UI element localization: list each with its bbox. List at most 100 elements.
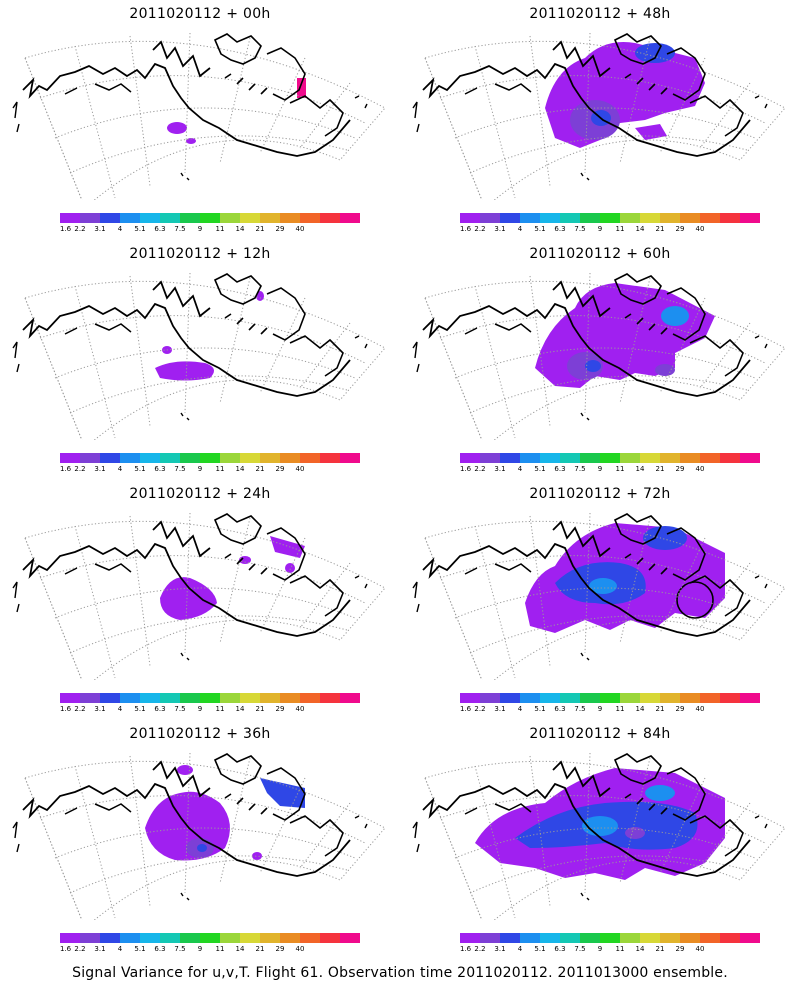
colorbar-segment xyxy=(80,693,100,703)
colorbar-segment xyxy=(320,453,340,463)
colorbar-segment xyxy=(160,693,180,703)
colorbar-segment xyxy=(560,453,580,463)
panel-title: 2011020112 + 48h xyxy=(529,6,671,22)
colorbar-label: 2.2 xyxy=(474,705,486,713)
colorbar-label: 9 xyxy=(597,945,603,953)
colorbar-segment xyxy=(680,693,700,703)
colorbar-segment xyxy=(120,693,140,703)
colorbar-segment xyxy=(540,453,560,463)
colorbar-segment xyxy=(580,693,600,703)
colorbar-label: 4 xyxy=(117,225,123,233)
colorbar-segment xyxy=(740,933,760,943)
colorbar-label: 14 xyxy=(235,225,245,233)
colorbar-label: 7.5 xyxy=(574,225,586,233)
colorbar-label: 2.2 xyxy=(474,465,486,473)
colorbar-label: 1.6 xyxy=(60,465,72,473)
colorbar-segment xyxy=(140,933,160,943)
colorbar-segment xyxy=(80,933,100,943)
colorbar-label: 21 xyxy=(655,705,665,713)
colorbar-segment xyxy=(340,453,360,463)
colorbar-label: 6.3 xyxy=(554,465,566,473)
colorbar-segment xyxy=(700,693,720,703)
colorbar-label: 3.1 xyxy=(94,465,106,473)
colorbar-segment xyxy=(300,213,320,223)
colorbar xyxy=(60,213,360,223)
colorbar-label: 2.2 xyxy=(474,945,486,953)
colorbar-segment xyxy=(480,933,500,943)
colorbar-label: 4 xyxy=(517,225,523,233)
colorbar-segment xyxy=(260,213,280,223)
colorbar-segment xyxy=(160,213,180,223)
colorbar-segment xyxy=(260,933,280,943)
colorbar-label: 2.2 xyxy=(474,225,486,233)
colorbar-label: 5.1 xyxy=(134,705,146,713)
colorbar-label: 9 xyxy=(597,705,603,713)
colorbar-label: 5.1 xyxy=(534,705,546,713)
colorbar-segment xyxy=(300,933,320,943)
colorbar-label: 7.5 xyxy=(574,945,586,953)
colorbar-segment xyxy=(180,693,200,703)
colorbar-label: 29 xyxy=(275,225,285,233)
colorbar-label: 6.3 xyxy=(554,225,566,233)
map-plot xyxy=(412,32,786,200)
colorbar-label: 40 xyxy=(695,465,705,473)
colorbar-segment xyxy=(280,693,300,703)
colorbar-label: 1.6 xyxy=(460,465,472,473)
colorbar-label: 5.1 xyxy=(134,465,146,473)
colorbar-label: 6.3 xyxy=(554,945,566,953)
colorbar-segment xyxy=(60,453,80,463)
colorbar-segment xyxy=(140,213,160,223)
colorbar-label: 14 xyxy=(635,705,645,713)
colorbar-label: 40 xyxy=(695,945,705,953)
figure-caption: Signal Variance for u,v,T. Flight 61. Ob… xyxy=(72,965,728,981)
colorbar-segment xyxy=(100,453,120,463)
colorbar-segment xyxy=(540,693,560,703)
colorbar-segment xyxy=(560,693,580,703)
colorbar-segment xyxy=(580,933,600,943)
map-plot xyxy=(12,752,386,920)
colorbar-label: 7.5 xyxy=(174,225,186,233)
colorbar-segment xyxy=(220,933,240,943)
colorbar-labels: 1.6 2.2 3.1 4 5.1 6.3 7.5 9 11 14 21 29 40 xyxy=(460,705,760,717)
colorbar-label: 21 xyxy=(255,945,265,953)
colorbar-label: 1.6 xyxy=(60,225,72,233)
colorbar-label: 11 xyxy=(615,225,625,233)
colorbar-labels: 1.6 2.2 3.1 4 5.1 6.3 7.5 9 11 14 21 29 40 xyxy=(460,225,760,237)
colorbar-label: 40 xyxy=(295,705,305,713)
colorbar-label: 40 xyxy=(295,465,305,473)
colorbar-segment xyxy=(640,453,660,463)
colorbar-label: 7.5 xyxy=(174,945,186,953)
colorbar-segment xyxy=(700,453,720,463)
colorbar-segment xyxy=(60,933,80,943)
variance-field xyxy=(525,523,725,633)
colorbar-label: 4 xyxy=(117,945,123,953)
colorbar-label: 9 xyxy=(197,465,203,473)
panel-title: 2011020112 + 12h xyxy=(129,246,271,262)
colorbar-segment xyxy=(480,693,500,703)
colorbar-segment xyxy=(660,693,680,703)
colorbar-segment xyxy=(60,693,80,703)
colorbar-segment xyxy=(660,453,680,463)
colorbar-segment xyxy=(340,693,360,703)
colorbar-segment xyxy=(680,933,700,943)
map-plot xyxy=(412,752,786,920)
colorbar-segment xyxy=(600,453,620,463)
colorbar-label: 1.6 xyxy=(460,225,472,233)
colorbar-label: 1.6 xyxy=(460,945,472,953)
colorbar-label: 2.2 xyxy=(74,945,86,953)
colorbar-segment xyxy=(80,213,100,223)
colorbar-segment xyxy=(280,213,300,223)
colorbar-segment xyxy=(160,453,180,463)
colorbar-label: 7.5 xyxy=(574,465,586,473)
colorbar-label: 11 xyxy=(615,465,625,473)
colorbar-label: 9 xyxy=(597,225,603,233)
colorbar-label: 29 xyxy=(675,945,685,953)
colorbar-labels: 1.6 2.2 3.1 4 5.1 6.3 7.5 9 11 14 21 29 40 xyxy=(460,945,760,957)
colorbar-label: 2.2 xyxy=(74,705,86,713)
colorbar-segment xyxy=(740,453,760,463)
colorbar-segment xyxy=(740,693,760,703)
map-plot xyxy=(412,272,786,440)
colorbar-segment xyxy=(240,933,260,943)
colorbar-segment xyxy=(620,213,640,223)
colorbar-segment xyxy=(600,933,620,943)
